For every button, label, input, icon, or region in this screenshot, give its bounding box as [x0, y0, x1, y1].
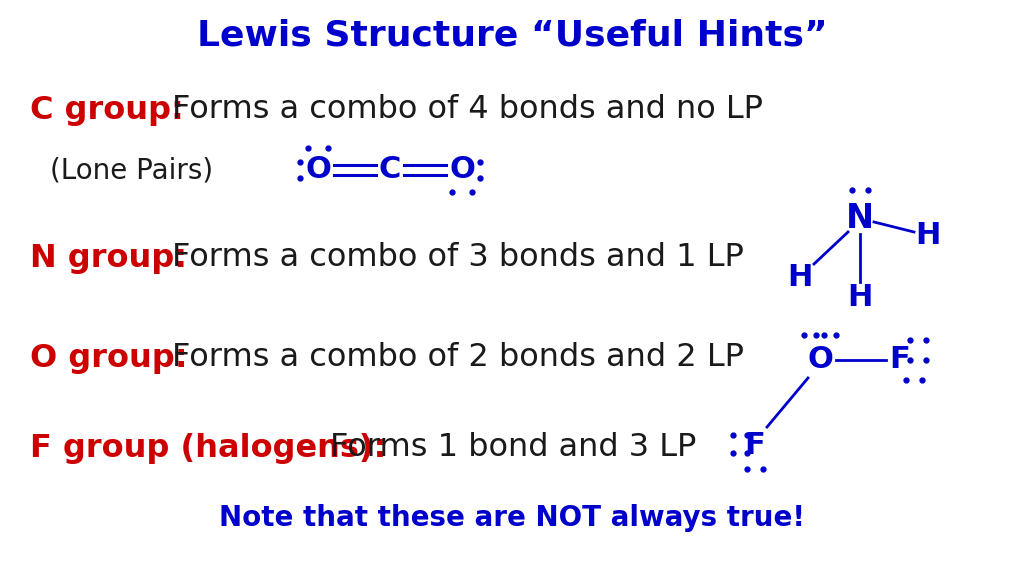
Text: F: F	[744, 430, 765, 460]
Text: C: C	[379, 156, 401, 184]
Text: Note that these are NOT always true!: Note that these are NOT always true!	[219, 504, 805, 532]
Text: Forms 1 bond and 3 LP: Forms 1 bond and 3 LP	[330, 433, 696, 464]
Text: H: H	[915, 222, 941, 251]
Text: O: O	[807, 346, 833, 374]
Text: Lewis Structure “Useful Hints”: Lewis Structure “Useful Hints”	[197, 18, 827, 52]
Text: O: O	[450, 156, 475, 184]
Text: Forms a combo of 2 bonds and 2 LP: Forms a combo of 2 bonds and 2 LP	[172, 343, 744, 373]
Text: (Lone Pairs): (Lone Pairs)	[50, 156, 213, 184]
Text: H: H	[847, 283, 872, 313]
Text: O group:: O group:	[30, 343, 187, 373]
Text: C group:: C group:	[30, 94, 184, 126]
Text: Forms a combo of 4 bonds and no LP: Forms a combo of 4 bonds and no LP	[172, 94, 763, 126]
Text: N: N	[846, 202, 874, 234]
Text: N group:: N group:	[30, 242, 187, 274]
Text: O: O	[305, 156, 331, 184]
Text: Forms a combo of 3 bonds and 1 LP: Forms a combo of 3 bonds and 1 LP	[172, 242, 743, 274]
Text: H: H	[787, 263, 813, 293]
Text: F group (halogens):: F group (halogens):	[30, 433, 386, 464]
Text: F: F	[890, 346, 910, 374]
